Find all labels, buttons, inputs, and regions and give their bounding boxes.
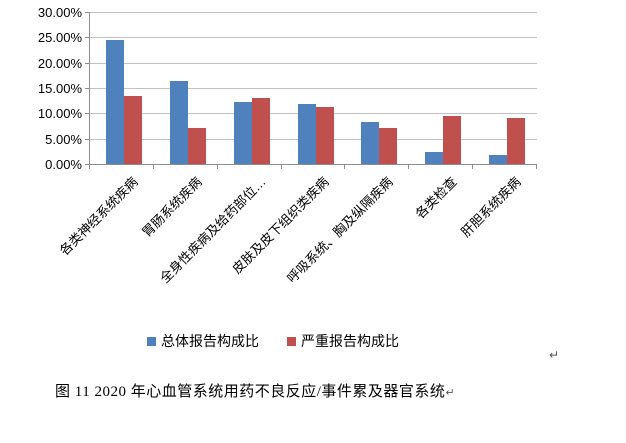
legend-item-total: 总体报告构成比 — [147, 331, 259, 351]
x-tick-mark — [408, 165, 410, 169]
y-tick-label: 5.00% — [45, 131, 82, 147]
gridline — [90, 37, 537, 39]
bar-serious-4 — [379, 128, 398, 164]
x-tick-mark — [280, 165, 282, 169]
legend-marker-total-icon — [147, 336, 156, 346]
legend-item-serious: 严重报告构成比 — [287, 331, 399, 351]
x-category-label: 肝胆系统疾病 — [458, 174, 524, 240]
bar-serious-6 — [507, 118, 526, 164]
gridline — [90, 62, 537, 64]
bar-total-4 — [361, 121, 380, 164]
y-tick-label: 30.00% — [37, 5, 82, 20]
bar-total-3 — [297, 103, 316, 164]
bar-total-6 — [489, 155, 508, 164]
gridline — [90, 88, 537, 89]
y-tick-label: 25.00% — [37, 30, 82, 46]
bar-serious-2 — [251, 97, 270, 164]
y-tick-label: 20.00% — [37, 55, 82, 71]
bar-total-2 — [233, 102, 252, 164]
x-tick-mark — [152, 165, 154, 169]
x-category-label: 呼吸系统、胸及纵隔疾病 — [284, 174, 397, 286]
y-tick-label: 15.00% — [37, 81, 82, 96]
plot-area — [89, 12, 537, 165]
y-tick-label: 0.00% — [45, 157, 82, 172]
bar-total-0 — [105, 39, 124, 164]
y-tick-mark — [85, 37, 89, 39]
y-tick-mark — [85, 113, 89, 115]
y-tick-mark — [85, 62, 89, 64]
gridline — [90, 12, 537, 13]
bar-serious-3 — [315, 107, 334, 164]
x-tick-mark — [344, 165, 346, 169]
chart-legend: 总体报告构成比 严重报告构成比 — [147, 331, 399, 351]
y-tick-label: 10.00% — [37, 106, 82, 122]
bar-serious-1 — [187, 127, 206, 164]
x-tick-mark — [89, 165, 90, 169]
legend-marker-serious-icon — [287, 336, 296, 346]
y-tick-mark — [85, 138, 89, 140]
y-tick-mark — [85, 164, 89, 165]
paragraph-return-mark: ↵ — [549, 348, 560, 362]
bar-total-1 — [169, 80, 188, 164]
bar-serious-0 — [123, 95, 142, 164]
figure-caption-text: 图 11 2020 年心血管系统用药不良反应/事件累及器官系统 — [55, 384, 446, 400]
x-category-label: 胃肠系统疾病 — [138, 174, 205, 240]
figure-caption: 图 11 2020 年心血管系统用药不良反应/事件累及器官系统↵ — [55, 380, 455, 401]
x-category-label: 各类检查 — [412, 174, 460, 222]
bar-chart: 30.00% 25.00% 20.00% 15.00% 10.00% 5.00% 0.00%… — [37, 5, 537, 286]
x-category-label: 全身性疾病及给药部位… — [156, 174, 269, 286]
x-tick-mark — [216, 165, 218, 169]
x-tick-mark — [472, 165, 474, 169]
y-tick-mark — [85, 88, 89, 89]
bar-serious-5 — [443, 115, 462, 164]
legend-label-total: 总体报告构成比 — [161, 333, 259, 349]
x-category-label: 各类神经系统疾病 — [56, 174, 141, 259]
y-tick-mark — [85, 12, 89, 13]
x-tick-mark — [536, 165, 537, 169]
legend-label-serious: 严重报告构成比 — [301, 333, 399, 349]
bar-total-5 — [425, 151, 444, 164]
caption-return-mark: ↵ — [445, 386, 455, 399]
